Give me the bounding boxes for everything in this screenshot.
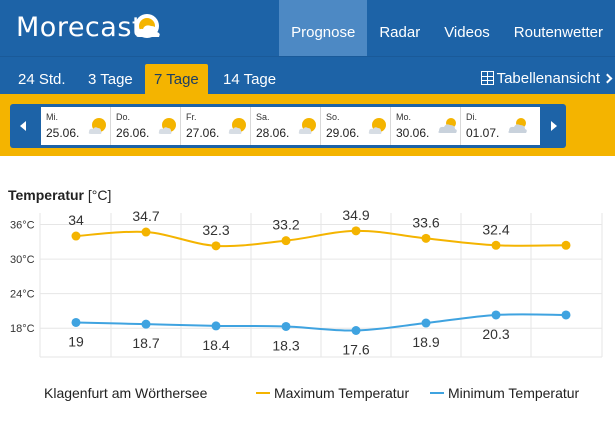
- day-date: 01.07.: [466, 126, 500, 140]
- day-name: Di.: [466, 112, 477, 122]
- max-temp-label: 34.9: [342, 207, 369, 223]
- day-cell[interactable]: Sa. 28.06.: [251, 107, 321, 145]
- arrow-right-icon: [551, 121, 557, 131]
- forecast-tabbar: 24 Std. 3 Tage 7 Tage 14 Tage Tabellenan…: [0, 56, 615, 95]
- max-temp-point: [561, 240, 571, 250]
- min-temp-label: 20.3: [482, 326, 509, 342]
- min-temp-point: [351, 326, 361, 336]
- max-temp-point: [281, 236, 291, 246]
- min-temp-label: 18.7: [132, 335, 159, 351]
- sun-cloud-icon: [158, 118, 176, 134]
- day-name: Mi.: [46, 112, 58, 122]
- day-list: Mi. 25.06. Do. 26.06. Fr. 27.06. Sa. 28.06. So. 2…: [41, 107, 540, 145]
- legend-min: Minimum Temperatur: [430, 385, 579, 401]
- table-view-link[interactable]: Tabellenansicht: [480, 70, 613, 87]
- cloud-sun-icon: [438, 118, 457, 133]
- day-name: Fr.: [186, 112, 197, 122]
- sun-cloud-icon: [368, 118, 386, 134]
- morecast-logo[interactable]: Morecast: [16, 12, 143, 43]
- tab-24-std[interactable]: 24 Std.: [18, 71, 66, 88]
- nav-prognose[interactable]: Prognose: [279, 0, 368, 56]
- day-name: Do.: [116, 112, 131, 122]
- chart-title-text: Temperatur: [8, 187, 84, 203]
- day-cell[interactable]: Di. 01.07.: [461, 107, 540, 145]
- min-temp-point: [141, 319, 151, 329]
- chart-title: Temperatur [°C]: [8, 187, 111, 203]
- day-picker: Mi. 25.06. Do. 26.06. Fr. 27.06. Sa. 28.06. So. 2…: [10, 104, 566, 148]
- arrow-left-icon: [20, 121, 26, 131]
- day-date: 29.06.: [326, 126, 360, 140]
- max-temp-point: [71, 231, 81, 241]
- day-name: Sa.: [256, 112, 270, 122]
- min-temp-point: [281, 321, 291, 331]
- max-temp-label: 33.6: [412, 214, 439, 230]
- y-tick-label: 30°C: [10, 254, 35, 266]
- max-temp-line: [75, 229, 567, 248]
- legend-max-swatch: [256, 392, 270, 394]
- max-temp-point: [141, 227, 151, 237]
- max-temp-label: 32.4: [482, 221, 509, 237]
- legend-min-swatch: [430, 392, 444, 394]
- day-cell[interactable]: Mo. 30.06.: [391, 107, 461, 145]
- main-nav: Prognose Radar Videos Routenwetter: [279, 0, 615, 56]
- min-temp-label: 18.3: [272, 337, 299, 353]
- day-date: 27.06.: [186, 126, 220, 140]
- min-temp-point: [561, 310, 571, 320]
- day-date: 30.06.: [396, 126, 430, 140]
- day-date: 25.06.: [46, 126, 80, 140]
- sun-cloud-icon: [298, 118, 316, 134]
- y-tick-label: 18°C: [10, 323, 35, 335]
- sun-cloud-icon: [88, 118, 106, 134]
- min-temp-point: [211, 321, 221, 331]
- min-temp-label: 17.6: [342, 342, 369, 358]
- nav-videos[interactable]: Videos: [444, 24, 490, 41]
- sun-cloud-icon: [228, 118, 246, 134]
- legend-max: Maximum Temperatur: [256, 385, 409, 401]
- max-temp-point: [351, 226, 361, 236]
- legend-max-label: Maximum Temperatur: [274, 385, 410, 401]
- max-temp-point: [211, 241, 221, 251]
- day-picker-strip: Mi. 25.06. Do. 26.06. Fr. 27.06. Sa. 28.06. So. 2…: [0, 94, 615, 156]
- logo-sun-cloud-icon: [135, 14, 160, 38]
- location-label: Klagenfurt am Wörthersee: [44, 385, 208, 401]
- legend-min-label: Minimum Temperatur: [448, 385, 580, 401]
- tab-7-tage[interactable]: 7 Tage: [145, 64, 208, 95]
- min-temp-label: 19: [68, 333, 84, 349]
- day-date: 26.06.: [116, 126, 150, 140]
- day-name: Mo.: [396, 112, 412, 122]
- temperature-chart: 36°C 30°C 24°C 18°C 34 34.7 32.3 33.2 34.9 33.6 32…: [10, 207, 603, 358]
- day-cell[interactable]: Do. 26.06.: [111, 107, 181, 145]
- top-header: Morecast Prognose Radar Videos Routenwet…: [0, 0, 615, 56]
- min-temp-label: 18.9: [412, 334, 439, 350]
- day-date: 28.06.: [256, 126, 290, 140]
- max-temp-point: [491, 240, 501, 250]
- y-tick-label: 36°C: [10, 220, 35, 232]
- day-cell[interactable]: Fr. 27.06.: [181, 107, 251, 145]
- max-temp-label: 34.7: [132, 208, 159, 224]
- min-temp-line: [75, 313, 567, 332]
- day-name: So.: [326, 112, 340, 122]
- table-view-label: Tabellenansicht: [496, 70, 600, 87]
- chevron-right-icon: [602, 73, 613, 84]
- min-temp-point: [491, 310, 501, 320]
- table-grid-icon: [480, 71, 494, 85]
- prev-days-button[interactable]: [10, 104, 36, 148]
- max-temp-label: 32.3: [202, 222, 229, 238]
- min-temp-label: 18.4: [202, 337, 229, 353]
- tab-3-tage[interactable]: 3 Tage: [88, 71, 133, 88]
- max-temp-point: [421, 233, 431, 243]
- max-temp-label: 34: [68, 212, 84, 228]
- tab-14-tage[interactable]: 14 Tage: [223, 71, 277, 88]
- day-cell[interactable]: Mi. 25.06.: [41, 107, 111, 145]
- day-cell[interactable]: So. 29.06.: [321, 107, 391, 145]
- y-tick-label: 24°C: [10, 289, 35, 301]
- min-temp-point: [421, 318, 431, 328]
- cloud-sun-icon: [508, 118, 527, 133]
- nav-radar[interactable]: Radar: [379, 24, 421, 41]
- max-temp-label: 33.2: [272, 217, 299, 233]
- nav-routenwetter[interactable]: Routenwetter: [513, 24, 603, 41]
- next-days-button[interactable]: [540, 104, 566, 148]
- min-temp-point: [71, 317, 81, 327]
- chart-unit: [°C]: [87, 187, 112, 203]
